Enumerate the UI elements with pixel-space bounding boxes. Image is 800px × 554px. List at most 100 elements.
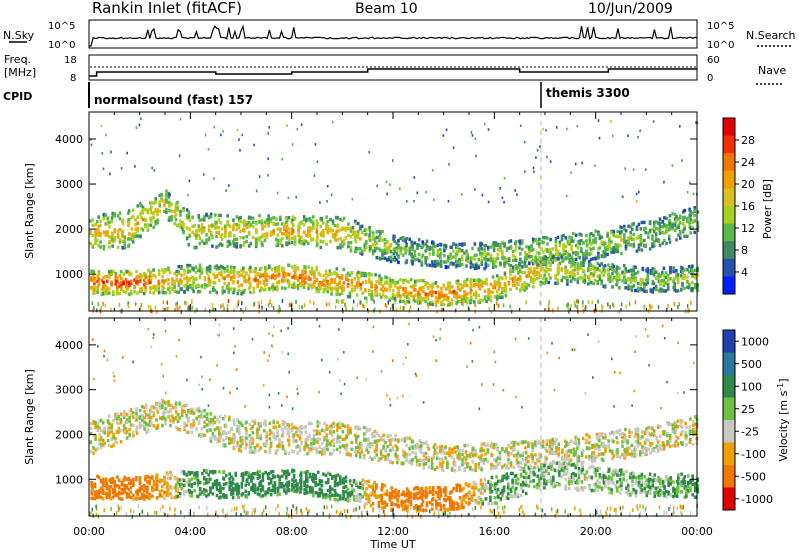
- power-cell: [480, 279, 484, 283]
- power-cell: [276, 233, 280, 237]
- power-cell: [509, 264, 513, 268]
- velocity-cell: [373, 449, 377, 453]
- power-cell: [304, 268, 307, 272]
- power-cell: [330, 280, 333, 285]
- power-sparse-cell: [523, 140, 526, 144]
- power-cell: [389, 278, 393, 283]
- power-cell: [644, 230, 647, 235]
- power-cell: [643, 289, 646, 293]
- power-cell: [432, 249, 435, 253]
- power-cell: [691, 281, 694, 285]
- power-cell: [207, 274, 211, 279]
- power-cell: [271, 288, 275, 292]
- power-sparse-cell: [576, 125, 579, 128]
- power-cell: [354, 246, 358, 250]
- power-cell: [208, 267, 212, 271]
- velocity-cell: [403, 454, 407, 459]
- velocity-cell: [259, 433, 262, 438]
- power-cell: [576, 271, 580, 275]
- power-cell: [191, 215, 194, 219]
- power-cell: [408, 252, 411, 256]
- velocity-cell: [415, 459, 419, 464]
- power-cell: [623, 280, 626, 284]
- power-cell: [180, 273, 183, 277]
- power-cell: [426, 281, 430, 285]
- power-cell: [675, 271, 678, 276]
- power-cell: [106, 230, 110, 234]
- power-cell: [103, 291, 107, 296]
- velocity-cell: [379, 448, 383, 452]
- velocity-cell: [323, 452, 326, 456]
- power-cell: [249, 270, 252, 274]
- power-cell: [624, 244, 628, 249]
- power-clutter-cell: [328, 302, 330, 307]
- power-cell: [688, 208, 691, 212]
- velocity-cell: [146, 429, 150, 433]
- power-cell: [413, 241, 417, 245]
- power-cell: [560, 238, 564, 242]
- power-sparse-cell: [319, 201, 321, 204]
- power-sparse-cell: [681, 159, 683, 162]
- power-cell: [342, 216, 346, 220]
- power-cell: [432, 263, 435, 267]
- power-cell: [682, 221, 685, 226]
- power-cell: [539, 280, 543, 285]
- power-cell: [486, 258, 490, 262]
- velocity-cell: [190, 409, 194, 413]
- power-cell: [632, 222, 635, 226]
- power-cell: [90, 269, 93, 273]
- power-cell: [557, 268, 560, 272]
- power-cell: [477, 293, 481, 298]
- power-cell: [326, 280, 329, 284]
- power-cell: [652, 229, 656, 234]
- power-cell: [429, 284, 432, 288]
- velocity-cell: [341, 423, 345, 427]
- power-cell: [186, 266, 190, 270]
- power-cell: [594, 237, 597, 241]
- power-cell: [276, 285, 279, 289]
- velocity-cell: [356, 443, 360, 447]
- velocity-cell: [346, 451, 350, 456]
- velocity-cell: [122, 427, 126, 432]
- velocity-cell: [276, 420, 279, 425]
- power-cell: [669, 265, 672, 270]
- velocity-cell: [318, 432, 321, 436]
- velocity-cell: [183, 404, 186, 408]
- power-sparse-cell: [432, 198, 435, 202]
- power-cell: [127, 211, 130, 215]
- power-cell: [564, 236, 568, 240]
- power-cell: [511, 283, 515, 287]
- velocity-cell: [365, 448, 368, 452]
- power-cell: [221, 266, 225, 270]
- power-cell: [556, 281, 560, 286]
- power-cell: [217, 230, 221, 235]
- power-sparse-cell: [413, 199, 415, 203]
- power-cell: [235, 245, 239, 249]
- velocity-cell: [440, 445, 444, 449]
- velocity-cell: [269, 443, 273, 447]
- power-cell: [583, 280, 587, 285]
- power-cell: [328, 282, 332, 286]
- power-clutter-cell: [176, 301, 178, 306]
- power-cell: [363, 242, 367, 246]
- power-cell: [635, 227, 639, 231]
- power-cell: [646, 273, 650, 277]
- power-cell: [307, 283, 310, 287]
- power-cell: [619, 234, 622, 239]
- velocity-cell: [308, 421, 311, 425]
- velocity-cell: [338, 421, 342, 426]
- power-cell: [443, 249, 446, 253]
- power-cell: [691, 271, 694, 275]
- power-cell: [517, 282, 520, 287]
- power-cell: [108, 239, 111, 244]
- power-cell: [121, 222, 125, 226]
- power-cell: [416, 245, 419, 249]
- velocity-cell: [238, 428, 241, 433]
- power-cell: [381, 254, 384, 259]
- power-cell: [160, 197, 163, 201]
- power-sparse-cell: [535, 156, 537, 159]
- power-cell: [361, 280, 364, 285]
- power-cell: [420, 263, 424, 267]
- velocity-cell: [292, 425, 295, 429]
- power-cell: [588, 259, 591, 264]
